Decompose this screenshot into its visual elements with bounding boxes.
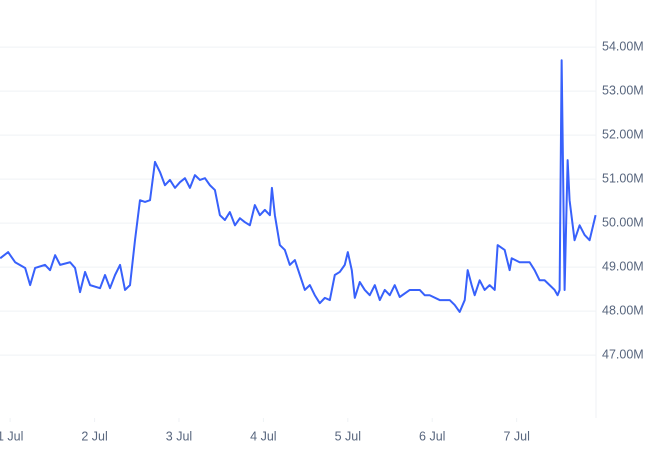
y-tick-label: 48.00M (602, 303, 644, 317)
x-tick-label: 5 Jul (335, 429, 361, 443)
y-tick-label: 47.00M (602, 347, 644, 361)
x-tick-label: 6 Jul (419, 429, 445, 443)
x-tick-label: 7 Jul (503, 429, 529, 443)
x-tick-label: 2 Jul (81, 429, 107, 443)
x-tick-label: 3 Jul (166, 429, 192, 443)
price-line (0, 59, 597, 313)
y-tick-label: 53.00M (602, 83, 644, 97)
x-tick-label: 1 Jul (0, 429, 23, 443)
y-tick-label: 52.00M (602, 127, 644, 141)
y-tick-label: 50.00M (602, 215, 644, 229)
x-tick-label: 4 Jul (250, 429, 276, 443)
y-tick-label: 51.00M (602, 171, 644, 185)
y-tick-label: 49.00M (602, 259, 644, 273)
y-tick-label: 54.00M (602, 39, 644, 53)
